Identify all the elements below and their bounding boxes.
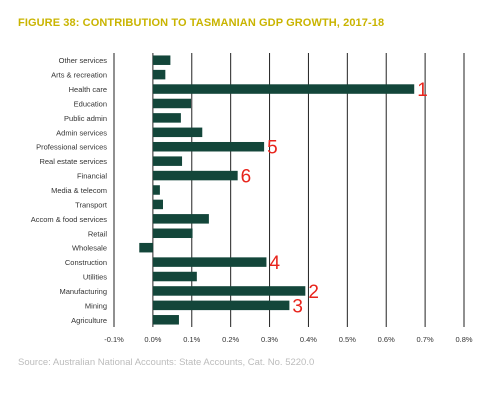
bar-media-telecom [152, 185, 160, 195]
rank-annotation: 6 [241, 167, 252, 188]
rank-annotation: 1 [417, 80, 428, 101]
category-label: Real estate services [39, 157, 107, 166]
x-tick-label: -0.1% [104, 335, 124, 344]
x-tick-label: 0.7% [417, 335, 434, 344]
bar-wholesale [139, 242, 153, 253]
category-label: Retail [88, 229, 108, 238]
bar-utilities [152, 271, 197, 282]
category-label: Agriculture [71, 316, 107, 325]
category-label: Arts & recreation [51, 71, 107, 80]
x-tick-label: 0.6% [378, 335, 395, 344]
bar-real-estate-services [152, 156, 183, 166]
category-label: Wholesale [72, 244, 107, 253]
bar-other-services [152, 55, 171, 65]
bar-arts-recreation [152, 69, 166, 80]
rank-annotation: 4 [269, 253, 280, 274]
bar-manufacturing [152, 286, 306, 296]
bar-public-admin [152, 113, 181, 123]
bar-accom-food-services [152, 214, 209, 224]
category-label: Accom & food services [31, 215, 108, 224]
bar-health-care [152, 84, 415, 94]
x-tick-label: 0.1% [183, 335, 200, 344]
chart-title: FIGURE 38: CONTRIBUTION TO TASMANIAN GDP… [18, 17, 385, 29]
bar-admin-services [152, 127, 203, 138]
category-label: Transport [75, 200, 108, 209]
category-label: Public admin [64, 114, 107, 123]
category-label: Education [74, 99, 107, 108]
bar-chart: -0.1% 0.0% 0.1% 0.2% 0.3% 0.4% 0.5% 0.6% 0.7% 0.8… [31, 53, 473, 344]
bar-construction [152, 257, 267, 267]
category-label: Utilities [83, 273, 107, 282]
source-note: Source: Australian National Accounts: St… [18, 357, 315, 368]
x-tick-label: 0.3% [261, 335, 278, 344]
category-label: Other services [59, 56, 108, 65]
bar-transport [152, 199, 163, 210]
rank-annotation: 2 [308, 282, 319, 303]
x-tick-label: 0.8% [455, 335, 472, 344]
rank-annotation: 5 [267, 138, 278, 159]
category-label: Professional services [36, 143, 107, 152]
category-label: Financial [77, 172, 107, 181]
category-label: Mining [85, 301, 107, 310]
category-label: Manufacturing [59, 287, 107, 296]
bar-retail [152, 228, 193, 239]
bar-professional-services [152, 141, 265, 152]
x-tick-label: 0.4% [300, 335, 317, 344]
x-tick-label: 0.5% [339, 335, 356, 344]
category-label: Media & telecom [51, 186, 107, 195]
bar-education [152, 98, 191, 109]
bar-mining [152, 300, 290, 311]
bar-financial [152, 170, 238, 181]
category-label: Health care [69, 85, 107, 94]
x-tick-label: 0.2% [222, 335, 239, 344]
category-label: Admin services [56, 128, 107, 137]
category-label: Construction [65, 258, 107, 267]
bar-agriculture [152, 315, 179, 325]
rank-annotation: 3 [292, 296, 303, 317]
x-tick-label: 0.0% [144, 335, 161, 344]
